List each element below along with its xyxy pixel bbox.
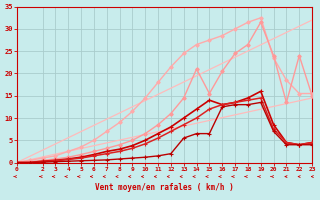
X-axis label: Vent moyen/en rafales ( km/h ): Vent moyen/en rafales ( km/h ) — [95, 183, 234, 192]
